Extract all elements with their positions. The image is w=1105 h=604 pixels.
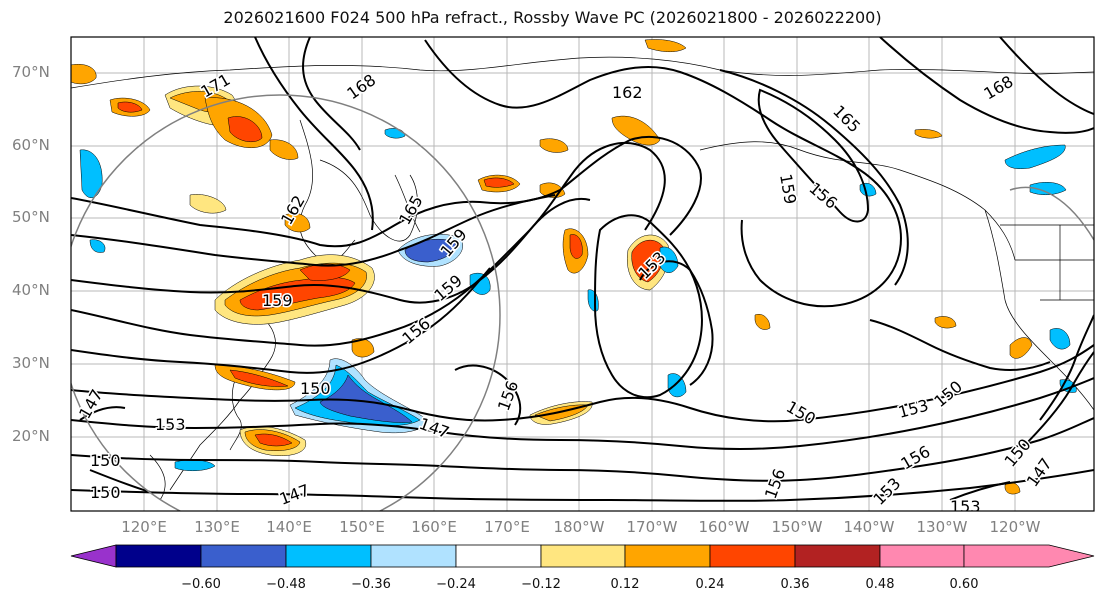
colorbar-segment	[115, 544, 202, 568]
contour-label: 153	[155, 415, 186, 434]
colorbar-segment	[794, 544, 881, 568]
lon-label: 130°W	[916, 518, 968, 536]
colorbar-tick-label: 0.24	[695, 577, 725, 592]
contour-label: 150	[90, 451, 121, 470]
colorbar-tick-label: −0.60	[181, 577, 221, 592]
height-contours	[71, 37, 1094, 502]
lon-label: 170°E	[484, 518, 530, 536]
lat-label: 20°N	[12, 427, 50, 445]
lon-label: 160°W	[698, 518, 750, 536]
lon-label: 140°W	[843, 518, 895, 536]
colorbar-tick-label: −0.48	[266, 577, 306, 592]
colorbar-segment	[455, 544, 542, 568]
lon-label: 160°E	[411, 518, 457, 536]
contour-label: 159	[262, 291, 293, 310]
lat-label: 50°N	[12, 208, 50, 226]
lon-label: 170°W	[626, 518, 678, 536]
lon-label: 180°W	[553, 518, 605, 536]
colorbar-tick-label: 0.12	[610, 577, 640, 592]
contour-label: 150	[300, 379, 331, 398]
colorbar-segment	[540, 544, 626, 568]
lon-label: 130°E	[194, 518, 240, 536]
lon-label: 140°E	[266, 518, 312, 536]
colorbar-segment	[879, 544, 965, 568]
colorbar-tick-label: −0.24	[436, 577, 476, 592]
source-region-circle	[71, 94, 501, 511]
lon-label: 120°E	[121, 518, 167, 536]
lon-label: 150°W	[771, 518, 823, 536]
colorbar-segment	[200, 544, 287, 568]
colorbar-tick-label: 0.36	[780, 577, 810, 592]
contour-label: 150	[90, 483, 121, 502]
map-frame	[70, 36, 1095, 512]
colorbar-extend-left	[70, 544, 117, 568]
lat-label: 30°N	[12, 354, 50, 372]
colorbar-segment	[285, 544, 372, 568]
contour-label: 162	[612, 83, 643, 102]
source-region-arc	[1009, 186, 1094, 241]
lon-label: 150°E	[339, 518, 385, 536]
lon-label: 120°W	[989, 518, 1041, 536]
lat-label: 70°N	[12, 63, 50, 81]
colorbar-segment	[370, 544, 457, 568]
colorbar-segment	[709, 544, 796, 568]
contour-label: 153	[950, 497, 981, 516]
colorbar	[70, 544, 1095, 568]
plot-title: 2026021600 F024 500 hPa refract., Rossby…	[223, 8, 882, 27]
lat-label: 40°N	[12, 281, 50, 299]
colorbar-segment	[624, 544, 711, 568]
colorbar-tick-label: 0.48	[865, 577, 895, 592]
colorbar-tick-label: −0.36	[351, 577, 391, 592]
colorbar-tick-label: −0.12	[521, 577, 561, 592]
lat-label: 60°N	[12, 136, 50, 154]
colorbar-extend-right	[963, 544, 1095, 568]
colorbar-tick-label: 0.60	[949, 577, 979, 592]
